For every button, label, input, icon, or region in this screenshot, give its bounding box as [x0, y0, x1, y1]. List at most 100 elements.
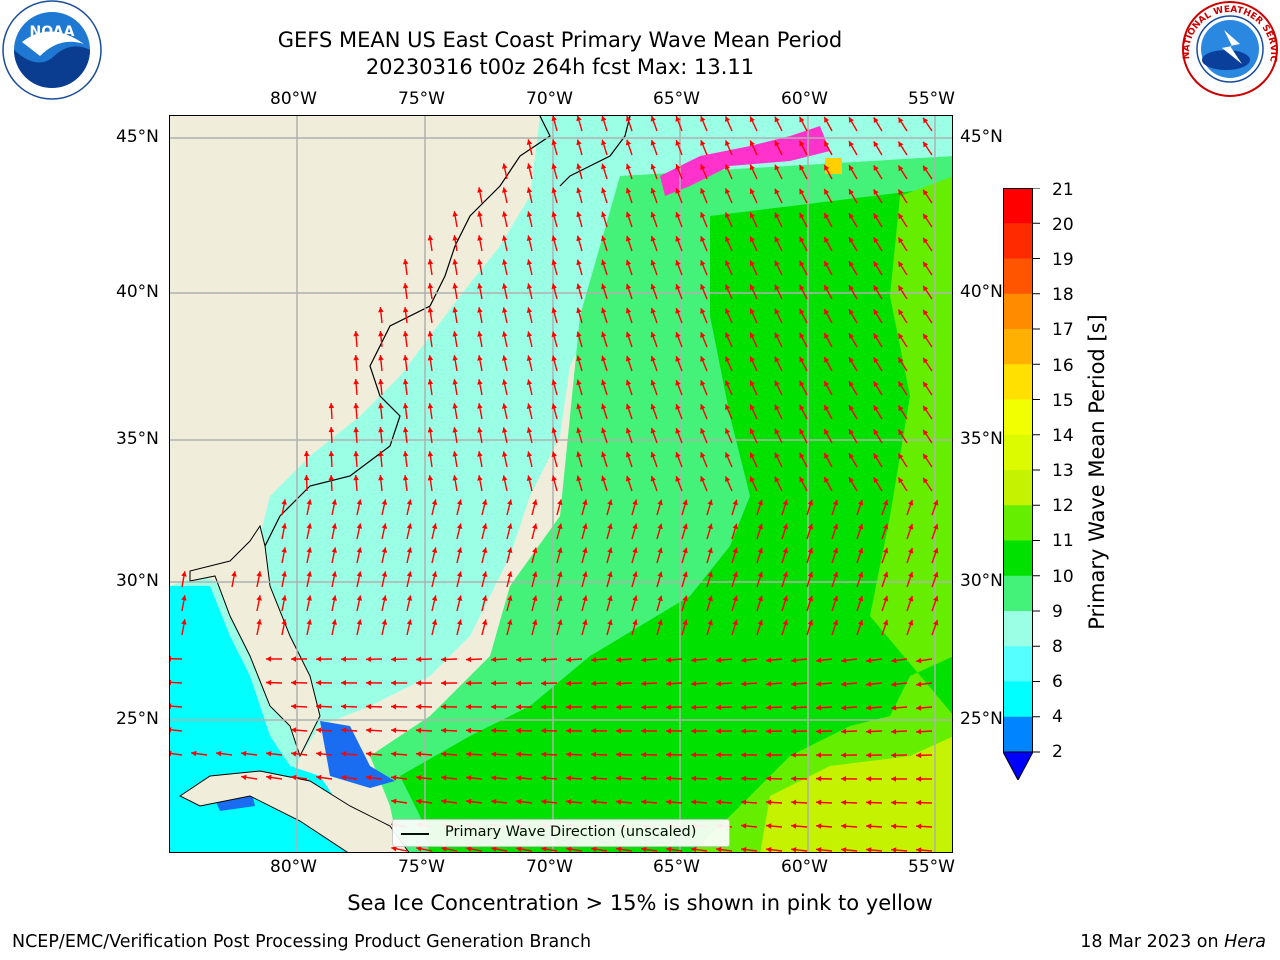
wave-arrow-head — [816, 775, 822, 782]
wave-arrow-head — [516, 775, 522, 781]
wave-arrow-head — [378, 355, 384, 361]
wave-arrow-head — [757, 571, 763, 578]
wave-arrow-head — [857, 595, 864, 602]
wave-arrow-head — [306, 499, 312, 505]
wave-arrow-head — [774, 332, 780, 339]
wave-arrow-head — [799, 332, 805, 339]
wave-arrow-head — [526, 427, 533, 433]
wave-arrow-head — [791, 681, 797, 687]
wave-arrow-head — [675, 356, 681, 362]
wave-arrow-head — [316, 774, 322, 781]
wave-arrow-head — [749, 236, 755, 243]
wave-arrow-head — [873, 165, 879, 172]
wave-arrow-head — [591, 775, 597, 781]
wave-arrow-head — [700, 284, 706, 290]
wave-arrow-head — [501, 427, 508, 433]
wave-arrow-head — [923, 333, 929, 340]
wave-arrow-head — [707, 499, 713, 506]
wave-arrow-head — [848, 453, 854, 459]
wave-arrow-head — [501, 187, 508, 193]
wave-arrow-head — [477, 187, 483, 193]
wave-arrow-head — [526, 187, 533, 193]
wave-arrow-head — [353, 355, 359, 361]
wave-arrow-head — [607, 595, 613, 602]
wave-arrow-head — [353, 403, 359, 409]
wave-arrow-head — [507, 547, 513, 554]
wave-arrow-head — [841, 823, 847, 829]
wave-arrow-head — [700, 140, 706, 146]
wave-arrow-head — [477, 211, 483, 217]
wave-arrow-head — [378, 475, 384, 481]
wave-arrow-head — [616, 728, 622, 734]
wave-arrow-head — [923, 429, 929, 436]
wave-arrow-head — [923, 261, 929, 268]
wave-arrow-head — [378, 379, 384, 385]
wave-arrow-head — [848, 237, 854, 243]
wave-arrow-head — [857, 571, 864, 578]
wave-arrow-head — [526, 379, 533, 385]
wave-arrow-head — [774, 476, 780, 483]
wave-arrow-head — [616, 799, 622, 805]
wave-arrow-head — [366, 703, 372, 710]
wave-arrow-head — [898, 285, 904, 292]
wave-arrow-head — [732, 595, 738, 602]
wave-arrow-head — [824, 428, 830, 435]
wave-arrow-head — [576, 283, 582, 290]
wave-arrow-head — [891, 776, 897, 782]
wave-arrow-head — [170, 679, 172, 686]
wave-arrow-head — [625, 283, 632, 290]
wave-arrow-head — [532, 499, 538, 506]
wave-arrow-head — [391, 798, 397, 805]
wave-arrow-head — [481, 595, 488, 602]
wave-arrow-head — [526, 163, 533, 169]
wave-arrow-head — [650, 379, 656, 386]
wave-arrow-head — [452, 307, 458, 313]
wave-arrow-head — [716, 799, 722, 805]
wave-arrow-head — [601, 307, 607, 314]
wave-arrow-head — [625, 211, 632, 218]
wave-arrow-head — [749, 380, 755, 387]
wave-arrow-head — [582, 499, 588, 506]
wave-arrow-head — [391, 680, 397, 686]
wave-arrow-head — [882, 619, 889, 626]
wave-arrow-head — [923, 309, 929, 316]
wave-arrow-head — [356, 547, 363, 553]
wave-arrow-head — [516, 798, 522, 805]
wave-arrow-head — [782, 523, 789, 530]
wave-arrow-head — [824, 404, 830, 411]
wave-arrow-head — [625, 331, 632, 338]
wave-arrow-head — [406, 547, 413, 553]
wave-arrow-head — [416, 656, 422, 663]
wave-arrow-head — [866, 823, 872, 830]
colorbar-tick: 13 — [1052, 461, 1074, 481]
wave-arrow-head — [532, 595, 538, 602]
colorbar-tick: 18 — [1052, 285, 1074, 305]
wave-arrow-head — [749, 332, 755, 339]
wave-arrow-head — [923, 165, 929, 172]
wave-arrow-head — [799, 260, 805, 267]
wave-arrow-head — [882, 499, 889, 506]
wave-arrow-head — [916, 657, 922, 664]
wave-arrow-head — [316, 703, 322, 710]
wave-arrow-head — [576, 139, 582, 146]
lat-label-right: 45°N — [960, 127, 1003, 147]
wave-arrow-head — [507, 571, 513, 578]
wave-arrow-head — [427, 355, 434, 361]
wave-arrow — [170, 728, 183, 732]
wave-arrow-head — [402, 403, 409, 409]
wave-arrow-head — [791, 752, 797, 758]
wave-arrow-head — [591, 680, 597, 687]
lon-label-top: 55°W — [908, 89, 955, 109]
wave-arrow-head — [799, 476, 805, 483]
lon-label-top: 70°W — [526, 89, 573, 109]
wave-arrow-head — [782, 571, 789, 578]
wave-arrow-head — [477, 475, 483, 481]
wave-arrow-head — [650, 211, 656, 218]
wave-arrow-head — [882, 547, 889, 554]
wave-arrow-head — [774, 164, 780, 171]
wave-arrow-head — [725, 236, 731, 243]
wave-arrow-head — [923, 117, 929, 124]
wave-arrow-head — [576, 307, 582, 314]
legend-label: Primary Wave Direction (unscaled) — [445, 824, 697, 840]
wave-arrow-head — [700, 452, 706, 458]
